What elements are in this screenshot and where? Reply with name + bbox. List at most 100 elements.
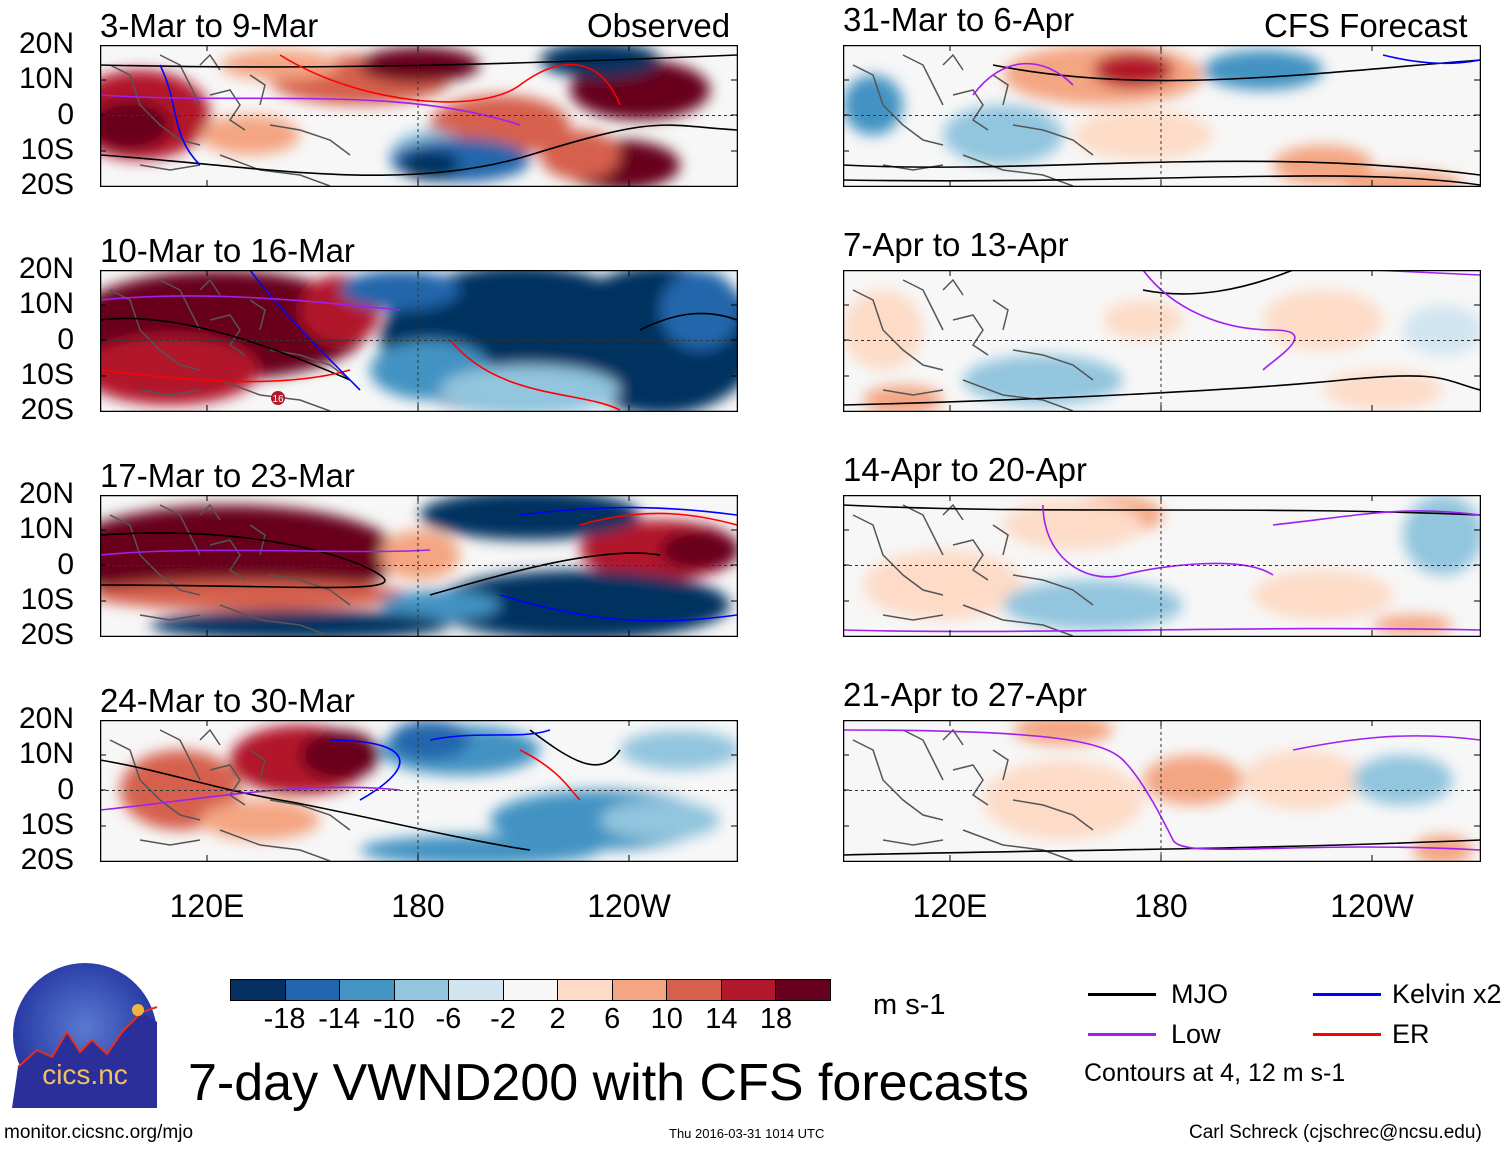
colorbar-label: 2 [549, 1003, 566, 1035]
colorbar-units: m s-1 [873, 989, 946, 1021]
map-panel-observed-3 [100, 495, 738, 637]
contour-line [100, 54, 737, 68]
contour-line [429, 729, 551, 741]
colorbar-label: 6 [604, 1003, 621, 1035]
contour-line [1382, 54, 1480, 65]
contour-line [519, 749, 581, 801]
legend-label-kelvin: Kelvin x2 [1392, 979, 1502, 1009]
colorbar-swatch [721, 980, 776, 1000]
wind-anomaly-patch [100, 100, 170, 150]
legend-line-low [1088, 1033, 1156, 1036]
panel-title-fc-1: 31-Mar to 6-Apr [843, 1, 1075, 38]
lat-label: 20S [20, 843, 74, 877]
legend-label-er: ER [1392, 1019, 1430, 1049]
map-panel-observed-4 [100, 720, 738, 862]
lon-label-180-left: 180 [391, 888, 445, 924]
wind-anomaly-patch [1403, 305, 1480, 355]
colorbar-label: 14 [705, 1003, 738, 1035]
logo-text: cics.nc [42, 1059, 128, 1090]
contour-line [843, 627, 1480, 633]
contour-line [1142, 270, 1296, 371]
wind-anomaly-patch [843, 75, 903, 135]
panel-frame [100, 270, 738, 412]
wind-anomaly-patch [200, 800, 320, 840]
legend-label-low: Low [1171, 1019, 1221, 1049]
figure-title: 7-day VWND200 with CFS forecasts [188, 1054, 1029, 1112]
lat-label: 10N [18, 512, 74, 546]
wind-anomaly-patch [620, 730, 737, 770]
observed-label: Observed [587, 7, 731, 44]
colorbar-swatch [449, 980, 504, 1000]
lat-label: 20S [20, 393, 74, 427]
wind-anomaly-patch [150, 610, 450, 636]
wind-anomaly-patch [1143, 755, 1243, 805]
contour-line [100, 124, 737, 177]
panel-frame [843, 720, 1481, 862]
contours-note: Contours at 4, 12 m s-1 [1084, 1059, 1346, 1087]
legend-line-mjo [1088, 993, 1156, 996]
forecast-label: CFS Forecast [1264, 7, 1468, 44]
colorbar-swatch [340, 980, 395, 1000]
contour-line [843, 729, 1480, 851]
map-panel-forecast-2 [843, 270, 1481, 412]
wind-anomaly-patch [1073, 110, 1213, 160]
wind-anomaly-patch [1273, 145, 1373, 185]
contour-line [429, 552, 661, 596]
contour-line [843, 839, 1480, 856]
footer-author: Carl Schreck (cjschrec@ncsu.edu) [1189, 1122, 1482, 1143]
map-panel-observed-1 [100, 45, 738, 187]
panel-title-fc-2: 7-Apr to 13-Apr [843, 226, 1069, 263]
contour-line [100, 295, 401, 311]
contour-line [100, 94, 521, 126]
wind-anomaly-patch [100, 335, 260, 405]
lat-label: 10N [18, 287, 74, 321]
lat-label: 10S [20, 357, 74, 391]
contour-line [972, 62, 1074, 96]
wind-anomaly-patch [660, 530, 737, 570]
wind-anomaly-patch [400, 150, 460, 180]
lon-label-120e-left: 120E [169, 888, 245, 924]
wind-anomaly-patch [380, 530, 460, 580]
wind-anomaly-patch [430, 570, 730, 636]
colorbar-label: -10 [372, 1003, 415, 1035]
panel-frame [100, 495, 738, 637]
wind-anomaly-patch [1373, 615, 1453, 635]
wind-anomaly-patch [540, 45, 660, 78]
colorbar-label: -2 [490, 1003, 516, 1035]
colorbar-label: -6 [435, 1003, 462, 1035]
map-panel-forecast-1 [843, 45, 1481, 187]
lat-label: 10N [18, 62, 74, 96]
wind-anomaly-patch [943, 105, 1063, 165]
wind-anomaly-patch [1353, 755, 1453, 805]
wind-anomaly-patch [1243, 750, 1363, 810]
colorbar-label: -18 [263, 1003, 306, 1035]
panel-frame [843, 45, 1481, 187]
wind-anomaly-patch [660, 270, 737, 350]
legend-label-mjo: MJO [1171, 979, 1228, 1009]
lat-label: 10N [18, 737, 74, 771]
lat-label: 20N [18, 27, 74, 60]
wind-anomaly-patch [380, 590, 500, 620]
wind-anomaly-patch [983, 760, 1143, 840]
panel-frame [100, 720, 738, 862]
lat-label: 20N [18, 702, 74, 735]
panel-frame [100, 45, 738, 187]
colorbar-swatch [285, 980, 340, 1000]
contour-line [499, 594, 737, 622]
wind-anomaly-patch [1103, 300, 1183, 340]
colorbar-label: -14 [318, 1003, 361, 1035]
panel-title-fc-3: 14-Apr to 20-Apr [843, 451, 1087, 488]
colorbar-label: 18 [759, 1003, 793, 1035]
contour-line [449, 339, 621, 411]
lon-label-120w-left: 120W [587, 888, 671, 924]
wind-anomaly-patch [1403, 495, 1480, 575]
contour-line [329, 739, 401, 801]
contour-line [843, 160, 1480, 176]
colorbar-swatch [667, 980, 722, 1000]
wind-anomaly-patch [220, 50, 340, 80]
lat-label: 0 [57, 322, 74, 356]
wind-anomaly-patch [340, 270, 460, 310]
panel-title-obs-4: 24-Mar to 30-Mar [100, 682, 355, 719]
cics-logo: cics.nc [12, 963, 158, 1108]
contour-line [100, 786, 401, 811]
